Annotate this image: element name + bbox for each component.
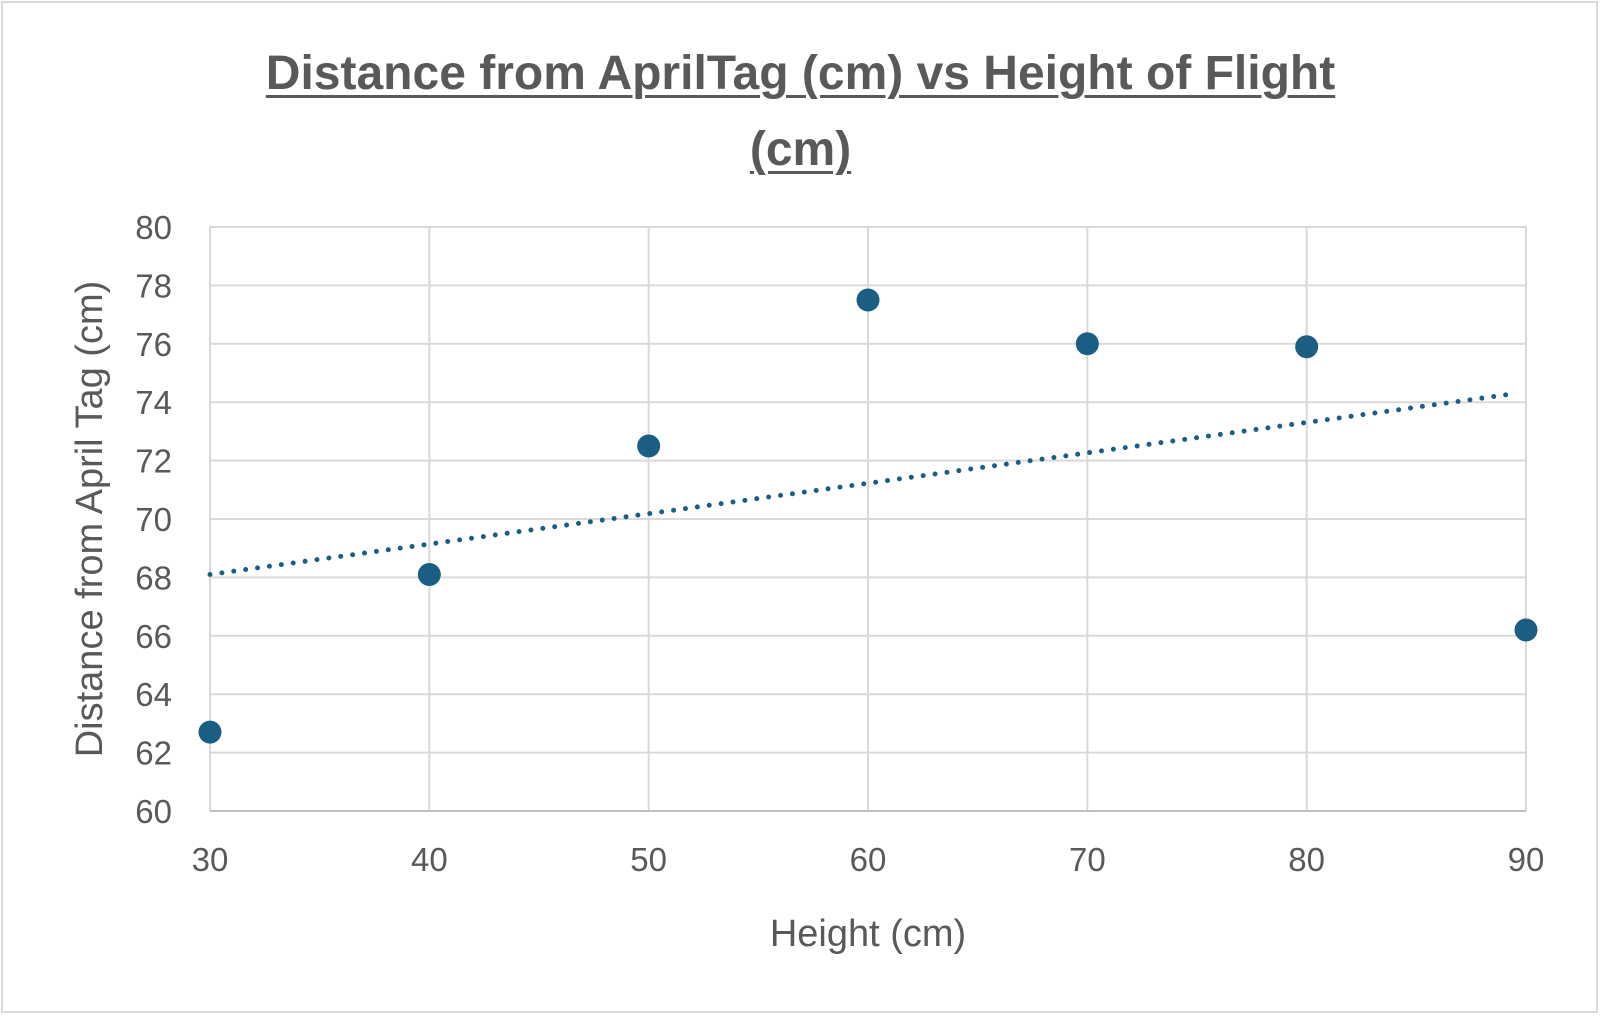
y-tick-label: 80 [135,209,172,246]
data-point [1295,335,1319,359]
y-axis-title: Distance from April Tag (cm) [69,281,111,758]
data-point [637,434,661,458]
y-tick-label: 66 [135,618,172,655]
x-axis-title: Height (cm) [770,913,966,955]
data-point [198,720,222,744]
y-tick-label: 76 [135,326,172,363]
x-tick-label: 40 [411,841,448,878]
data-point [417,562,441,586]
y-tick-label: 72 [135,443,172,480]
y-tick-label: 68 [135,559,172,596]
x-tick-label: 60 [850,841,887,878]
x-tick-label: 80 [1288,841,1325,878]
trendline-layer [207,390,1519,577]
x-tick-label: 30 [192,841,229,878]
grid-lines [209,226,1527,811]
chart-title: Distance from AprilTag (cm) vs Height of… [265,47,1336,176]
y-tick-label: 62 [135,735,172,772]
y-tick-label: 70 [135,501,172,538]
y-tick-label: 74 [135,384,172,421]
tick-labels: 60 62 64 66 68 70 72 74 76 78 80 30 40 50 60 70 80 90 [135,209,1544,878]
y-tick-label: 64 [135,676,172,713]
data-point [1514,618,1538,642]
data-points [198,288,1538,744]
data-point [1075,332,1099,356]
y-tick-label: 60 [135,793,172,830]
y-tick-label: 78 [135,267,172,304]
x-tick-label: 70 [1069,841,1106,878]
trendline [207,390,1519,577]
data-point [856,288,880,312]
x-tick-label: 90 [1508,841,1545,878]
x-tick-label: 50 [630,841,667,878]
